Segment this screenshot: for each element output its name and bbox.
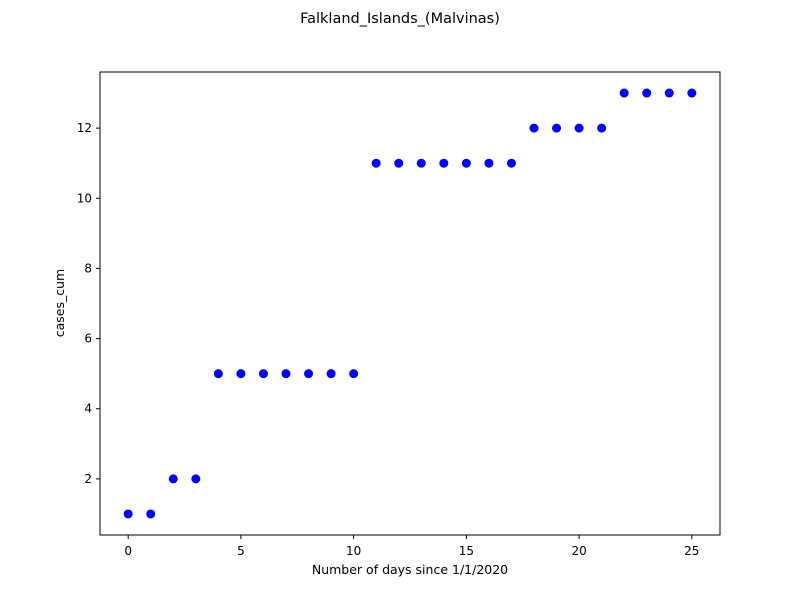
y-axis-label: cases_cum [52, 269, 67, 337]
plot-frame [99, 71, 721, 536]
data-point [642, 88, 652, 98]
data-point [236, 369, 246, 379]
data-point [213, 369, 223, 379]
y-tick-label: 12 [77, 121, 92, 135]
data-point [664, 88, 674, 98]
data-point [168, 474, 178, 484]
data-point [394, 158, 404, 168]
y-tick-label: 10 [77, 191, 92, 205]
x-tick-label: 0 [124, 544, 132, 558]
x-tick-label: 25 [684, 544, 699, 558]
x-axis: 0 5 10 15 20 25 [124, 535, 699, 558]
data-point [123, 509, 133, 519]
data-points [123, 88, 697, 519]
x-tick-label: 15 [459, 544, 474, 558]
data-point [484, 158, 494, 168]
y-tick-label: 6 [84, 332, 92, 346]
x-axis-label: Number of days since 1/1/2020 [312, 562, 508, 577]
y-tick-label: 8 [84, 261, 92, 275]
data-point [687, 88, 697, 98]
data-point [574, 123, 584, 133]
data-point [349, 369, 359, 379]
x-tick-label: 5 [237, 544, 245, 558]
data-point [258, 369, 268, 379]
data-point [304, 369, 314, 379]
y-axis: 2 4 6 8 10 12 [77, 121, 100, 486]
x-tick-label: 20 [571, 544, 586, 558]
data-point [597, 123, 607, 133]
data-point [619, 88, 629, 98]
data-point [146, 509, 156, 519]
data-point [439, 158, 449, 168]
chart-title: Falkland_Islands_(Malvinas) [300, 11, 500, 27]
data-point [326, 369, 336, 379]
data-point [416, 158, 426, 168]
data-point [371, 158, 381, 168]
data-point [281, 369, 291, 379]
data-point [529, 123, 539, 133]
data-point [191, 474, 201, 484]
data-point [552, 123, 562, 133]
y-tick-label: 4 [84, 402, 92, 416]
y-tick-label: 2 [84, 472, 92, 486]
data-point [506, 158, 516, 168]
data-point [461, 158, 471, 168]
x-tick-label: 10 [346, 544, 361, 558]
